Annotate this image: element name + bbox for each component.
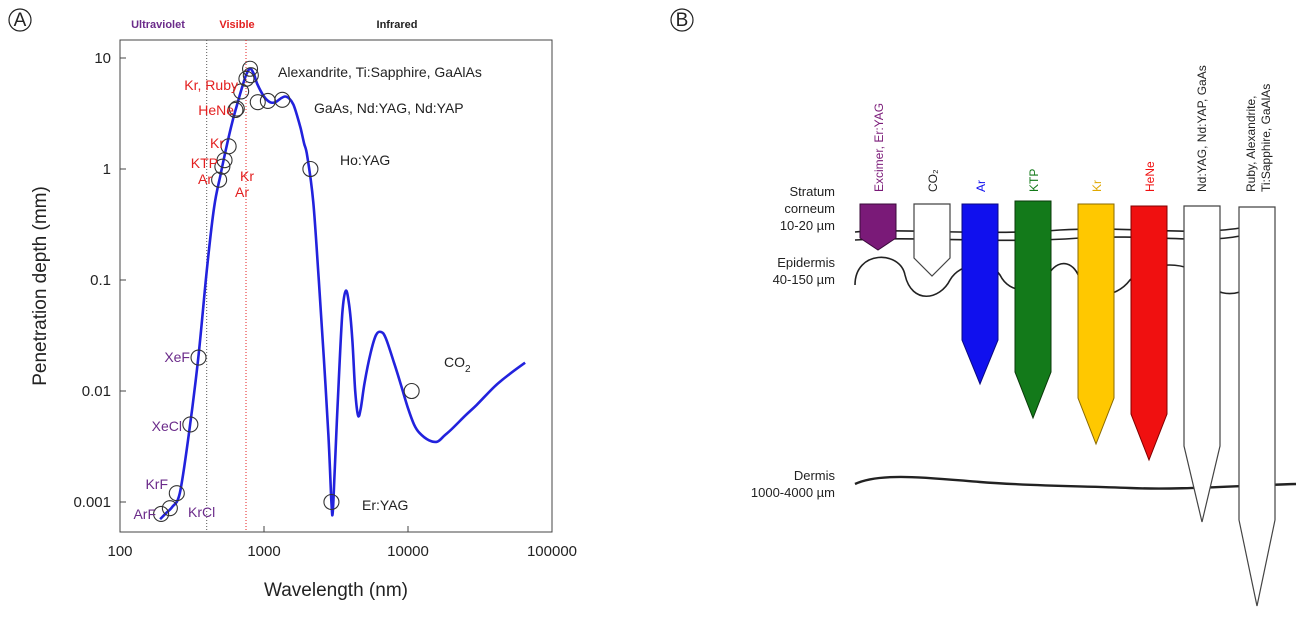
laser-label-ruby-line2: Ti:Sapphire, GaAlAs xyxy=(1259,84,1273,192)
band-visible: Visible xyxy=(219,19,254,31)
data-point-krcl xyxy=(161,500,178,517)
data-point-ho-yag xyxy=(302,160,319,178)
label-ar-2: Ar xyxy=(235,184,249,200)
laser-arrow-ruby xyxy=(1238,206,1276,607)
layer-stratum-line3: 10-20 µm xyxy=(780,218,835,233)
label-co2: CO2 xyxy=(444,354,471,375)
band-ultraviolet: Ultraviolet xyxy=(131,19,185,31)
layer-dermis-line2: 1000-4000 µm xyxy=(751,485,835,500)
laser-label-ktp: KTP xyxy=(1027,169,1041,192)
data-point-xef xyxy=(190,349,207,366)
y-tick-label: 1 xyxy=(103,161,111,178)
data-point-ar xyxy=(211,171,228,188)
label-kr-2: Kr xyxy=(240,168,254,184)
laser-arrow-ar xyxy=(961,203,999,386)
x-tick-label: 100 xyxy=(107,543,132,560)
laser-arrow-ktp xyxy=(1014,200,1052,420)
plot-frame xyxy=(119,39,553,533)
data-point-kr xyxy=(228,100,245,117)
y-tick-label: 0.01 xyxy=(82,383,111,400)
y-axis: 0.001 0.01 0.1 1 10 xyxy=(73,50,126,511)
laser-arrow-excimer xyxy=(859,203,897,251)
panel-a: A Ultraviolet Visible Infrared 0.001 0.01… xyxy=(8,8,577,601)
laser-label-ndyag: Nd:YAG, Nd:YAP, GaAs xyxy=(1195,65,1209,192)
panel-b-letter: B xyxy=(676,10,689,31)
x-tick-label: 1000 xyxy=(247,543,280,560)
data-point-ti-sapphire xyxy=(241,60,259,77)
laser-arrow-hene xyxy=(1130,205,1168,462)
panel-b-letter-circle xyxy=(670,8,694,32)
penetration-curve xyxy=(159,67,526,521)
data-point-co2 xyxy=(403,382,420,400)
label-arf: ArF xyxy=(133,506,156,522)
label-alexandrite: Alexandrite, Ti:Sapphire, GaAlAs xyxy=(278,64,482,80)
label-kr-ruby: Kr, Ruby xyxy=(184,77,238,93)
x-axis: 100 1000 10000 100000 xyxy=(107,526,577,560)
label-krf: KrF xyxy=(145,476,168,492)
label-kr: Kr xyxy=(210,135,224,151)
laser-label-excimer: Excimer, Er:YAG xyxy=(872,103,886,192)
dermis-line xyxy=(854,475,1297,490)
band-infrared: Infrared xyxy=(377,19,418,31)
y-axis-title: Penetration depth (mm) xyxy=(30,186,51,386)
data-point-gaalas xyxy=(242,67,259,84)
y-tick-label: 0.001 xyxy=(73,494,111,511)
laser-label-ruby-line1: Ruby, Alexandrite, xyxy=(1244,96,1258,193)
x-tick-label: 100000 xyxy=(527,543,577,560)
label-hene: HeNe xyxy=(198,102,234,118)
x-axis-title: Wavelength (nm) xyxy=(264,580,408,601)
layer-epidermis-line1: Epidermis xyxy=(777,255,835,270)
label-krcl: KrCl xyxy=(188,504,215,520)
data-point-arf xyxy=(153,505,170,523)
data-point-kr xyxy=(220,138,237,155)
layer-stratum-line1: Stratum xyxy=(789,184,835,199)
layer-epidermis-line2: 40-150 µm xyxy=(773,272,835,287)
laser-arrow-co2 xyxy=(913,203,951,277)
laser-points xyxy=(153,60,420,523)
label-eryag: Er:YAG xyxy=(362,497,408,513)
data-point-nd-yap xyxy=(274,91,291,108)
data-point-gaas xyxy=(249,94,266,111)
label-ar: Ar xyxy=(198,171,212,187)
y-tick-label: 0.1 xyxy=(90,272,111,289)
layer-stratum-line2: corneum xyxy=(784,201,835,216)
laser-label-ar: Ar xyxy=(974,180,988,192)
label-gaas: GaAs, Nd:YAG, Nd:YAP xyxy=(314,100,464,116)
data-point-er-yag xyxy=(323,493,340,511)
label-ktp: KTP xyxy=(191,155,218,171)
panel-a-letter: A xyxy=(14,10,27,31)
laser-label-kr: Kr xyxy=(1090,180,1104,192)
laser-arrow-kr xyxy=(1077,203,1115,446)
label-hoyag: Ho:YAG xyxy=(340,152,390,168)
panel-a-letter-circle xyxy=(8,8,32,32)
data-point-krf xyxy=(168,485,185,502)
laser-label-co2: CO₂ xyxy=(926,169,940,192)
laser-label-hene: HeNe xyxy=(1143,161,1157,192)
panel-b: B Stratum corneum 10-20 µm Epidermis 40-… xyxy=(670,8,1297,607)
label-xef: XeF xyxy=(164,349,190,365)
label-xecl: XeCl xyxy=(152,418,182,434)
layer-dermis-line1: Dermis xyxy=(794,468,836,483)
x-tick-label: 10000 xyxy=(387,543,429,560)
data-point-xecl xyxy=(182,416,199,433)
data-point-alexandrite xyxy=(238,70,255,87)
y-tick-label: 10 xyxy=(94,50,111,67)
data-point-hene xyxy=(227,101,244,119)
data-point-ar xyxy=(214,158,231,175)
laser-arrow-ndyag xyxy=(1183,205,1221,523)
